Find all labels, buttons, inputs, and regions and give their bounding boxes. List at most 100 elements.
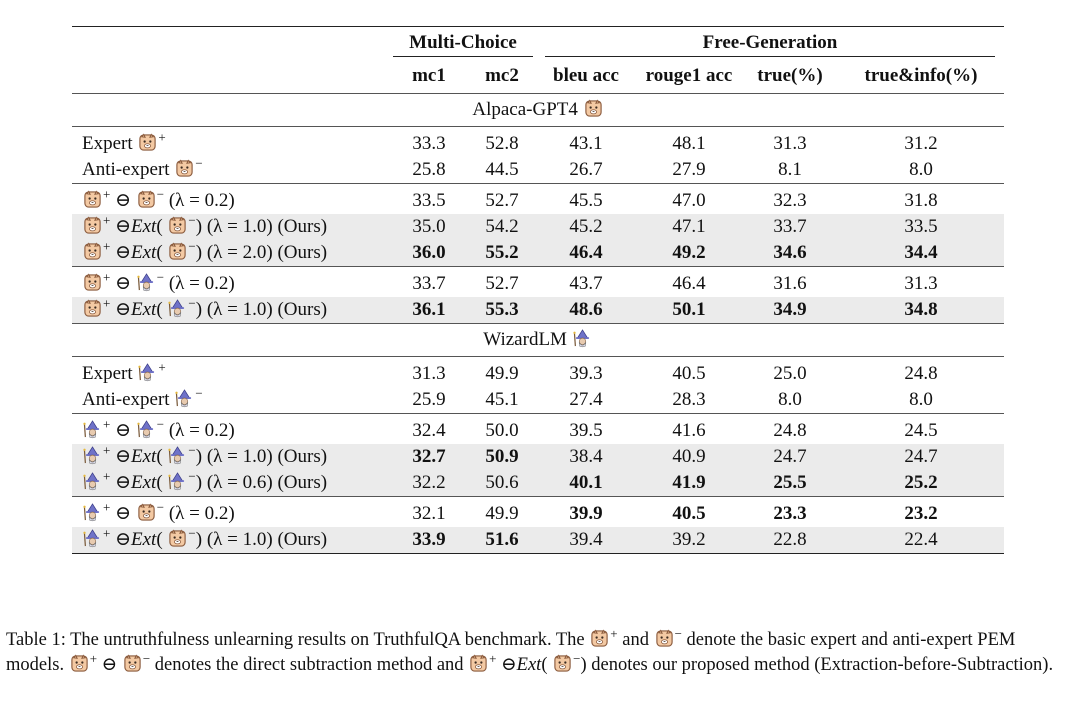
value-cell: 50.1 xyxy=(636,297,742,324)
results-table-container: Multi-Choice Free-Generation mc1 mc2 ble… xyxy=(72,26,1004,554)
method-cell: + ⊖Ext( −) (λ = 1.0) (Ours) xyxy=(72,444,390,470)
lambda-value: (λ = 2.0) xyxy=(206,242,273,263)
plus-sign: + xyxy=(103,416,111,432)
plus-sign: + xyxy=(103,468,111,484)
ominus-symbol: ⊖ xyxy=(115,273,132,294)
group-header-label: Multi-Choice xyxy=(393,30,533,57)
method-cell: + ⊖Ext( −) (λ = 1.0) (Ours) xyxy=(72,297,390,324)
method-cell: + ⊖Ext( −) (λ = 2.0) (Ours) xyxy=(72,240,390,267)
minus-sign: − xyxy=(142,650,151,666)
value-cell: 25.0 xyxy=(742,356,838,387)
value-cell: 31.6 xyxy=(742,266,838,297)
lambda-value: (λ = 0.2) xyxy=(168,190,235,211)
minus-sign: − xyxy=(195,155,203,171)
value-cell: 24.7 xyxy=(838,444,1004,470)
group-header-row: Multi-Choice Free-Generation xyxy=(72,26,1004,59)
alpaca-icon xyxy=(137,503,156,522)
caption-text: and xyxy=(617,630,654,650)
value-cell: 31.3 xyxy=(390,356,468,387)
value-cell: 24.8 xyxy=(838,356,1004,387)
value-cell: 52.7 xyxy=(468,266,536,297)
minus-sign: − xyxy=(188,468,196,484)
lambda-value: (λ = 1.0) xyxy=(206,216,273,237)
value-cell: 54.2 xyxy=(468,214,536,240)
wizard-icon xyxy=(83,420,102,439)
alpaca-icon xyxy=(553,654,572,673)
caption-text: denotes the direct subtraction method an… xyxy=(150,655,469,675)
value-cell: 8.0 xyxy=(909,159,933,180)
minus-sign: − xyxy=(188,238,196,254)
plus-sign: + xyxy=(610,625,618,641)
minus-sign: − xyxy=(156,186,165,202)
method-cell: + ⊖Ext( −) (λ = 1.0) (Ours) xyxy=(72,214,390,240)
table-row: Anti-expert − 25.8 44.5 26.7 27.9 8.1 8.0 xyxy=(72,157,1004,184)
column-header-bleu-acc: bleu acc xyxy=(553,65,619,86)
value-cell: 32.3 xyxy=(742,183,838,214)
group-header-free-generation: Free-Generation xyxy=(536,26,1004,59)
method-cell: + ⊖ − (λ = 0.2) xyxy=(72,266,390,297)
table-row: + ⊖Ext( −) (λ = 2.0) (Ours) 36.0 55.2 46.4 4… xyxy=(72,240,1004,267)
method-label: Anti-expert xyxy=(82,389,170,410)
section-title-text: Alpaca-GPT4 xyxy=(472,99,578,120)
plus-sign: + xyxy=(103,525,111,541)
group-header-multi-choice: Multi-Choice xyxy=(390,26,536,59)
method-cell: Anti-expert − xyxy=(72,157,390,184)
value-cell: 31.2 xyxy=(838,126,1004,157)
plus-sign: + xyxy=(89,650,98,666)
value-cell: 24.5 xyxy=(838,413,1004,444)
table-row: + ⊖Ext( −) (λ = 0.6) (Ours) 32.2 50.6 40.1 4… xyxy=(72,470,1004,497)
minus-sign: − xyxy=(188,525,196,541)
value-cell: 49.9 xyxy=(468,496,536,527)
value-cell: 8.0 xyxy=(909,389,933,410)
caption-text: Table 1: The untruthfulness unlearning r… xyxy=(6,630,590,650)
lambda-value: (λ = 0.6) xyxy=(206,472,273,493)
alpaca-icon xyxy=(168,216,187,235)
value-cell: 55.3 xyxy=(468,297,536,324)
value-cell: 27.9 xyxy=(672,159,706,180)
ominus-symbol: ⊖ xyxy=(115,446,132,467)
value-cell: 39.3 xyxy=(536,356,636,387)
section-title-text: WizardLM xyxy=(483,329,567,350)
minus-sign: − xyxy=(195,385,203,401)
value-cell: 36.0 xyxy=(390,240,468,267)
value-cell: 25.8 xyxy=(412,159,446,180)
value-cell: 55.2 xyxy=(468,240,536,267)
value-cell: 34.9 xyxy=(742,297,838,324)
value-cell: 50.6 xyxy=(468,470,536,497)
table-row: Expert +33.3 52.8 43.1 48.1 31.3 31.2 xyxy=(72,126,1004,157)
alpaca-icon xyxy=(584,97,603,117)
minus-sign: − xyxy=(188,212,196,228)
ominus-symbol: ⊖ xyxy=(115,503,132,524)
value-cell: 32.4 xyxy=(390,413,468,444)
value-cell: 52.7 xyxy=(468,183,536,214)
section-header-row: Alpaca-GPT4 xyxy=(72,93,1004,127)
ours-tag: (Ours) xyxy=(277,472,328,493)
table-row: Expert +31.3 49.9 39.3 40.5 25.0 24.8 xyxy=(72,356,1004,387)
alpaca-icon xyxy=(168,529,187,548)
table-caption: Table 1: The untruthfulness unlearning r… xyxy=(6,625,1054,675)
value-cell: 41.6 xyxy=(636,413,742,444)
value-cell: 33.5 xyxy=(390,183,468,214)
value-cell: 50.9 xyxy=(468,444,536,470)
value-cell: 52.8 xyxy=(468,126,536,157)
ominus-symbol: ⊖ xyxy=(115,190,132,211)
value-cell: 8.1 xyxy=(778,159,802,180)
header-empty-cell xyxy=(72,26,390,59)
value-cell: 8.0 xyxy=(778,389,802,410)
value-cell: 34.8 xyxy=(838,297,1004,324)
table-body: Alpaca-GPT4 Expert +33.3 52.8 43.1 48.1 31.3… xyxy=(72,93,1004,554)
ext-symbol: Ext xyxy=(131,242,157,263)
value-cell: 40.5 xyxy=(636,356,742,387)
ours-tag: (Ours) xyxy=(277,446,328,467)
minus-sign: − xyxy=(188,295,196,311)
table-row: + ⊖Ext( −) (λ = 1.0) (Ours) 33.9 51.6 39.4 3… xyxy=(72,527,1004,554)
ours-tag: (Ours) xyxy=(277,299,328,320)
value-cell: 22.8 xyxy=(742,527,838,554)
alpaca-icon xyxy=(123,654,142,673)
table-row: + ⊖Ext( −) (λ = 1.0) (Ours) 32.7 50.9 38.4 4… xyxy=(72,444,1004,470)
value-cell: 26.7 xyxy=(569,159,603,180)
wizard-icon xyxy=(83,446,102,465)
alpaca-icon xyxy=(138,133,157,152)
alpaca-icon xyxy=(137,190,156,209)
plus-sign: + xyxy=(489,650,497,666)
